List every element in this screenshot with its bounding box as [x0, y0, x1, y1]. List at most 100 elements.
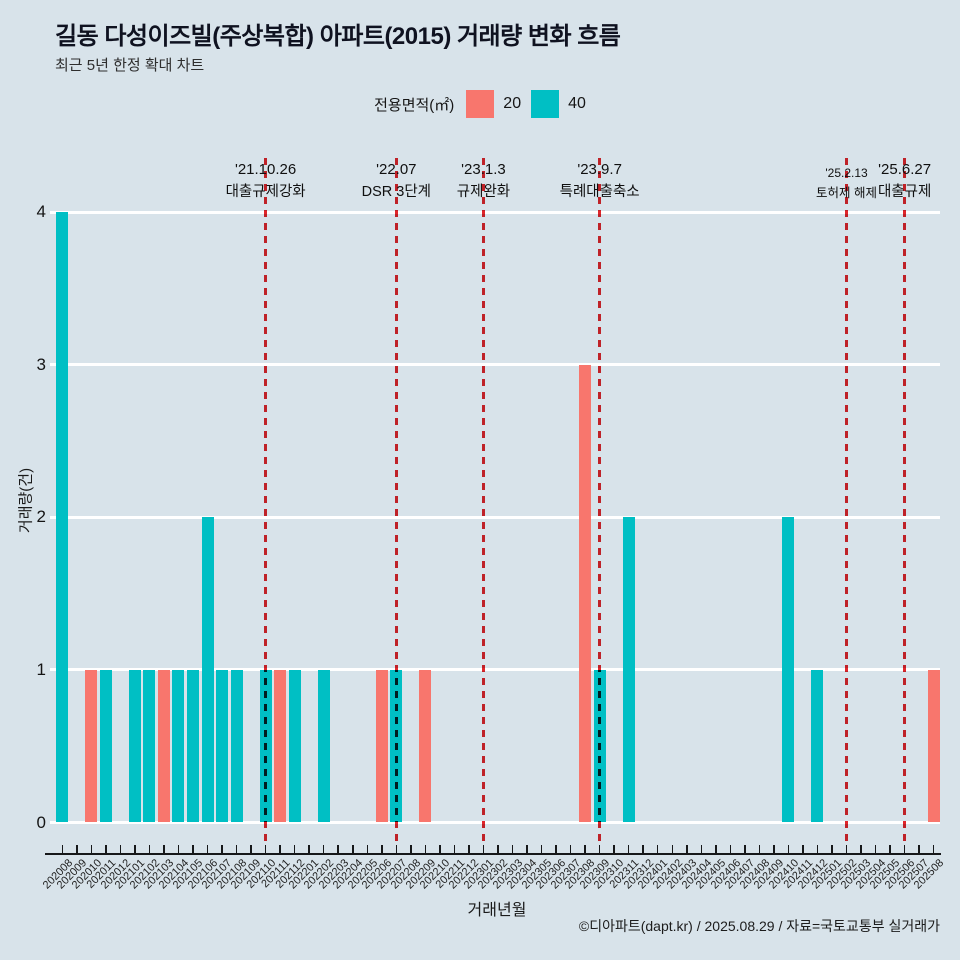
x-tick-202109 [250, 845, 252, 853]
x-tick-202306 [555, 845, 557, 853]
x-tick-202102 [148, 845, 151, 853]
x-axis-title: 거래년월 [467, 902, 527, 919]
bar-202508-20 [927, 669, 940, 823]
x-tick-202409 [773, 845, 775, 853]
x-tick-202105 [192, 845, 194, 853]
event-date: '25.2.13 [825, 166, 868, 180]
gridline-1 [50, 668, 940, 672]
page-title: 길동 다성이즈빌(주상복합) 아파트(2015) 거래량 변화 흐름 [55, 23, 621, 50]
x-tick-202404 [700, 845, 703, 853]
bar-202104-40 [172, 669, 185, 823]
x-tick-202407 [744, 845, 746, 853]
x-tick-202011 [105, 845, 107, 853]
legend-item-20: 20 [466, 90, 521, 118]
bar-202308-20 [579, 364, 592, 823]
event-annotation-202506: '25.6.27 대출규제 [810, 159, 960, 203]
x-tick-202210 [439, 845, 441, 853]
x-tick-202204 [352, 845, 354, 853]
legend-item-40: 40 [531, 90, 586, 118]
x-tick-202203 [337, 845, 339, 853]
x-tick-202103 [163, 845, 165, 853]
x-tick-202010 [90, 845, 93, 853]
event-annotation-202502: '25.2.13 토허제 해제 [752, 159, 942, 203]
x-tick-202308 [584, 845, 586, 853]
event-line-202207 [394, 158, 398, 845]
event-annotation-202309: '23.9.7 특례대출축소 [505, 159, 695, 203]
bar-202008-40 [56, 212, 69, 823]
legend-value-20: 20 [503, 95, 522, 112]
legend: 전용면적(㎡) 20 40 [0, 90, 960, 118]
x-tick-202212 [468, 845, 470, 853]
event-label: 대출규제강화 [225, 184, 306, 200]
legend-value-40: 40 [568, 95, 586, 112]
x-tick-202406 [729, 845, 732, 853]
gridline-3 [50, 363, 940, 367]
event-date: '21.10.26 [234, 161, 297, 178]
x-tick-202504 [874, 845, 877, 853]
bar-202102-40 [143, 669, 156, 823]
x-tick-202401 [656, 845, 659, 853]
x-tick-202205 [366, 845, 369, 853]
x-tick-202202 [322, 845, 325, 853]
event-label: 규제완화 [456, 184, 511, 200]
event-line-202301 [481, 158, 485, 845]
bar-202106-40 [201, 517, 214, 823]
y-tick-label-2: 2 [36, 507, 46, 527]
x-tick-202106 [206, 845, 209, 853]
event-line-202309 [598, 158, 602, 845]
x-tick-202309 [598, 845, 601, 853]
x-tick-202508 [932, 845, 935, 853]
x-tick-202402 [671, 845, 674, 853]
x-tick-202209 [424, 845, 427, 853]
x-tick-202211 [453, 845, 456, 853]
y-axis-title: 거래량(건) [17, 467, 35, 534]
event-line-202506 [903, 158, 907, 845]
credit-footer: ©디아파트(dapt.kr) / 2025.08.29 / 자료=국토교통부 실… [578, 918, 940, 934]
legend-title: 전용면적(㎡) [374, 96, 455, 114]
event-annotation-202110: '21.10.26 대출규제강화 [171, 159, 361, 203]
bar-202105-40 [187, 669, 199, 823]
bar-202108-40 [230, 669, 243, 823]
bar-202010-20 [85, 669, 98, 823]
x-tick-202101 [134, 845, 136, 853]
y-tick-label-0: 0 [36, 812, 46, 832]
x-tick-202112 [293, 845, 296, 853]
x-tick-202403 [686, 845, 688, 853]
x-tick-202201 [308, 845, 310, 853]
x-tick-202312 [642, 845, 644, 853]
x-axis-line [45, 853, 941, 855]
x-tick-202501 [831, 845, 833, 853]
x-tick-202411 [802, 845, 804, 853]
x-tick-202301 [482, 845, 485, 853]
gridline-0 [50, 821, 940, 824]
bar-202206-20 [375, 669, 388, 823]
bar-202011-40 [99, 669, 112, 823]
x-tick-202302 [497, 845, 499, 853]
x-tick-202505 [889, 845, 891, 853]
x-tick-202110 [264, 845, 267, 853]
event-line-202110 [264, 158, 268, 845]
bar-202103-20 [157, 669, 170, 823]
event-label: 대출규제 [877, 184, 932, 200]
x-tick-202412 [816, 845, 819, 853]
x-tick-202307 [569, 845, 572, 853]
x-tick-202104 [177, 845, 180, 853]
event-label: 토허제 해제 [816, 186, 878, 200]
event-label: 특례대출축소 [559, 184, 640, 200]
x-tick-202507 [918, 845, 920, 853]
x-tick-202108 [235, 845, 238, 853]
x-tick-202206 [381, 845, 383, 853]
x-tick-202305 [540, 845, 543, 853]
gridline-4 [50, 210, 940, 214]
x-tick-202408 [758, 845, 761, 853]
x-tick-202111 [279, 845, 281, 853]
x-tick-202310 [613, 845, 615, 853]
event-annotation-202301: '23.1.3 규제완화 [388, 159, 578, 203]
bar-202311-40 [622, 517, 635, 823]
x-tick-202506 [903, 845, 906, 853]
page-subtitle: 최근 5년 한정 확대 차트 [55, 57, 205, 74]
legend-swatch-40-icon [531, 90, 560, 118]
gridline-2 [50, 515, 940, 519]
